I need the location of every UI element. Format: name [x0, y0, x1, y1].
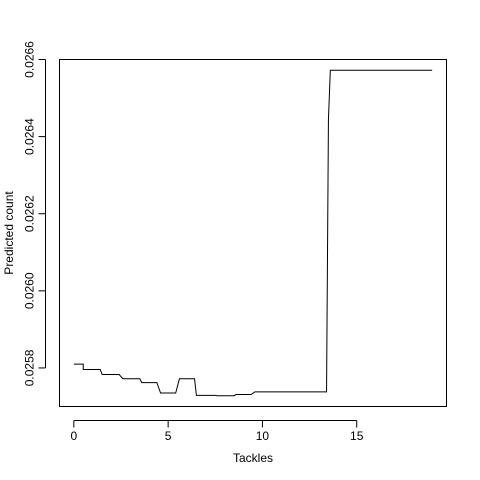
- x-tick-label: 0: [70, 429, 77, 443]
- y-tick-label: 0.0262: [23, 195, 37, 232]
- y-tick-label: 0.0264: [23, 118, 37, 155]
- series-line: [73, 69, 433, 397]
- y-axis: 0.0258 0.0260 0.0262 0.0264 0.0266: [23, 41, 46, 386]
- y-tick-label: 0.0258: [23, 349, 37, 386]
- x-axis: 0 5 10 15: [70, 420, 364, 443]
- y-tick-label: 0.0260: [23, 272, 37, 309]
- x-tick-label: 5: [165, 429, 172, 443]
- plot-frame: [59, 59, 447, 407]
- x-tick-label: 15: [350, 429, 364, 443]
- x-tick-label: 10: [256, 429, 270, 443]
- y-axis-label: Predicted count: [2, 191, 16, 275]
- y-tick-label: 0.0266: [23, 41, 37, 78]
- x-axis-label: Tackles: [233, 451, 273, 465]
